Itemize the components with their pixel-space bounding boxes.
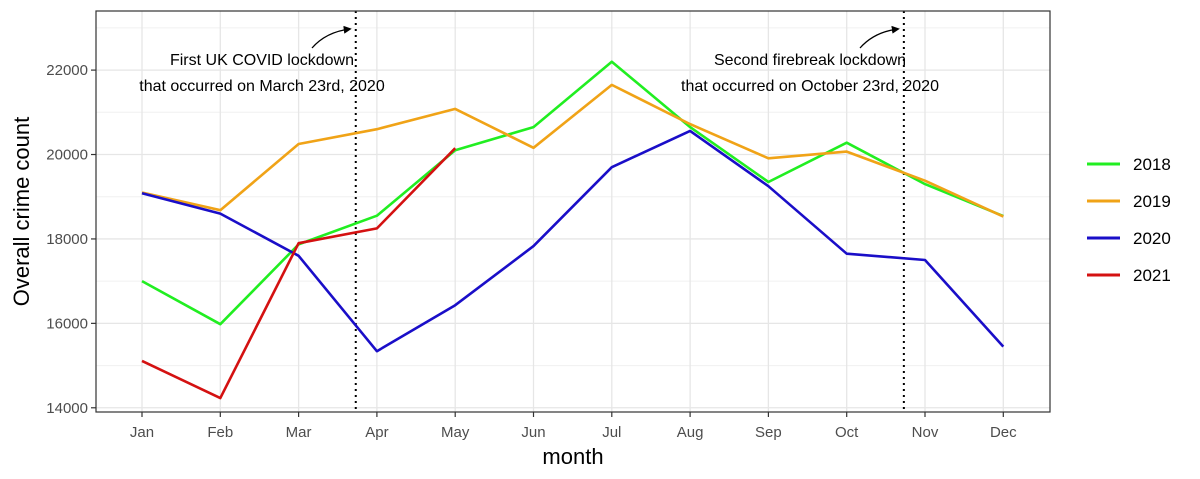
x-axis-title: month (542, 444, 603, 469)
legend-label-2018: 2018 (1133, 155, 1171, 174)
y-axis-title: Overall crime count (9, 117, 34, 307)
annotation-line: that occurred on October 23rd, 2020 (681, 78, 939, 95)
plot-panel-border (95, 10, 1051, 413)
y-tick-label: 22000 (46, 62, 88, 79)
x-tick-label: Feb (207, 424, 233, 441)
annotation-arrow (859, 25, 900, 49)
y-axis-ticks: 14000 16000 18000 20000 22000 (46, 62, 96, 417)
y-tick-label: 14000 (46, 400, 88, 417)
x-tick-label: Jul (602, 424, 621, 441)
legend-label-2020: 2020 (1133, 229, 1171, 248)
x-tick-label: May (441, 424, 470, 441)
series-line-2021 (141, 147, 457, 400)
annotation-arrow (311, 25, 352, 49)
series-line-2018 (141, 60, 1004, 326)
series-line-2020 (141, 129, 1005, 353)
annotations: First UK COVID lockdown that occurred on … (139, 25, 939, 95)
x-axis-ticks: Jan Feb Mar Apr May Jun Jul Aug Sep Oct Nov Dec (130, 412, 1017, 441)
legend-label-2019: 2019 (1133, 192, 1171, 211)
x-tick-label: Sep (755, 424, 782, 441)
x-tick-label: Mar (286, 424, 312, 441)
annotation-line: that occurred on March 23rd, 2020 (139, 78, 385, 95)
grid (96, 11, 1050, 412)
series-lines (141, 60, 1005, 400)
y-tick-label: 20000 (46, 147, 88, 164)
annotation-line: Second firebreak lockdown (714, 52, 906, 69)
series-line-2019 (141, 83, 1004, 218)
x-tick-label: Jan (130, 424, 154, 441)
x-tick-label: Aug (677, 424, 704, 441)
lockdown-lines (354, 11, 905, 412)
x-tick-label: Nov (912, 424, 939, 441)
y-tick-label: 16000 (46, 315, 88, 332)
legend-label-2021: 2021 (1133, 266, 1171, 285)
annotation-line: First UK COVID lockdown (170, 52, 354, 69)
legend: 2018 2019 2020 2021 (1087, 155, 1171, 285)
x-tick-label: Oct (835, 424, 859, 441)
x-tick-label: Apr (365, 424, 388, 441)
x-tick-label: Jun (521, 424, 545, 441)
y-tick-label: 18000 (46, 231, 88, 248)
x-tick-label: Dec (990, 424, 1017, 441)
